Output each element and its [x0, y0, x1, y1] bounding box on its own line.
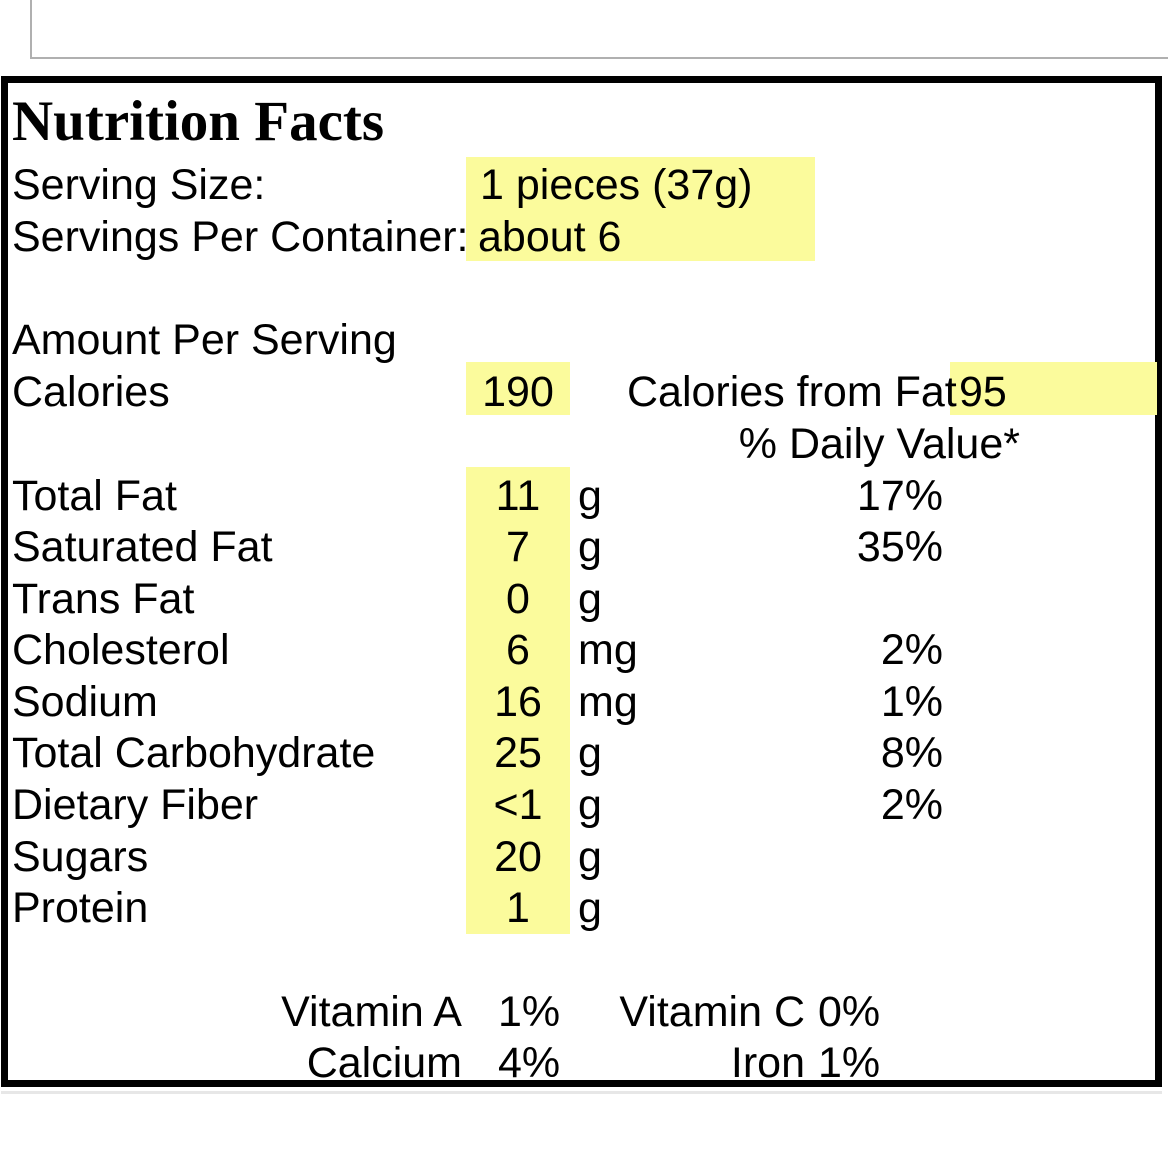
- nutrient-daily-value: 2%: [880, 781, 943, 829]
- nutrient-daily-value: 2%: [880, 626, 943, 674]
- calcium-label: Calcium: [306, 1039, 462, 1087]
- servings-per-container-value[interactable]: about 6: [478, 213, 622, 261]
- amount-per-serving-label: Amount Per Serving: [12, 316, 397, 364]
- nutrient-value[interactable]: 11: [495, 472, 541, 520]
- vitamin-a-value: 1%: [498, 988, 561, 1036]
- nutrient-value[interactable]: 1: [506, 884, 530, 932]
- nutrition-facts-title: Nutrition Facts: [12, 90, 385, 153]
- nutrient-daily-value: 35%: [856, 523, 943, 571]
- nutrient-value[interactable]: <1: [493, 781, 543, 829]
- nutrient-unit: g: [578, 729, 602, 777]
- nutrient-unit: g: [578, 884, 602, 932]
- nutrient-daily-value: 17%: [856, 472, 943, 520]
- nutrient-unit: mg: [578, 678, 638, 726]
- nutrient-row-dietary-fiber: Dietary Fiber <1 g 2%: [0, 779, 1168, 831]
- nutrient-label: Total Carbohydrate: [12, 729, 376, 777]
- daily-value-header: % Daily Value*: [738, 420, 1020, 468]
- iron-value: 1%: [818, 1039, 881, 1087]
- serving-values-highlight-cell[interactable]: [466, 157, 815, 261]
- calories-highlight-cell[interactable]: [466, 362, 570, 415]
- vitamin-a-label: Vitamin A: [281, 988, 462, 1036]
- nutrient-label: Trans Fat: [12, 575, 195, 623]
- micronutrient-row-vitamins: Vitamin A 1% Vitamin C 0%: [0, 986, 1168, 1038]
- calories-from-fat-value[interactable]: 95: [959, 368, 1007, 416]
- nutrient-values-highlight-column[interactable]: [466, 467, 570, 934]
- nutrient-value[interactable]: 20: [494, 833, 542, 881]
- nutrient-value[interactable]: 0: [506, 575, 530, 623]
- nutrient-unit: g: [578, 472, 602, 520]
- nutrient-daily-value: [627, 882, 943, 934]
- nutrient-value[interactable]: 7: [506, 523, 530, 571]
- serving-size-value[interactable]: 1 pieces (37g): [480, 161, 753, 209]
- iron-label: Iron: [730, 1039, 805, 1087]
- serving-size-label: Serving Size:: [12, 161, 266, 209]
- nutrient-row-total-fat: Total Fat 11 g 17%: [0, 470, 1168, 522]
- vitamin-c-value: 0%: [818, 988, 881, 1036]
- nutrient-row-trans-fat: Trans Fat 0 g: [0, 573, 1168, 625]
- nutrient-label: Sugars: [12, 833, 149, 881]
- nutrient-label: Cholesterol: [12, 626, 230, 674]
- servings-per-container-label: Servings Per Container:: [12, 213, 469, 261]
- nutrient-daily-value: 8%: [880, 729, 943, 777]
- nutrient-unit: g: [578, 523, 602, 571]
- top-input-box[interactable]: [30, 0, 1168, 59]
- nutrient-label: Protein: [12, 884, 149, 932]
- nutrient-value[interactable]: 16: [494, 678, 542, 726]
- nutrient-row-sodium: Sodium 16 mg 1%: [0, 676, 1168, 728]
- calories-value[interactable]: 190: [482, 368, 554, 416]
- calories-from-fat-highlight-cell[interactable]: [950, 362, 1157, 415]
- vitamin-c-label: Vitamin C: [619, 988, 805, 1036]
- nutrient-row-saturated-fat: Saturated Fat 7 g 35%: [0, 521, 1168, 573]
- nutrient-unit: g: [578, 575, 602, 623]
- nutrient-row-protein: Protein 1 g: [0, 882, 1168, 934]
- nutrient-label: Dietary Fiber: [12, 781, 259, 829]
- nutrient-unit: mg: [578, 626, 638, 674]
- nutrient-row-cholesterol: Cholesterol 6 mg 2%: [0, 624, 1168, 676]
- nutrient-label: Sodium: [12, 678, 158, 726]
- micronutrient-row-minerals: Calcium 4% Iron 1%: [0, 1037, 1168, 1089]
- nutrient-daily-value: [627, 573, 943, 625]
- nutrient-row-sugars: Sugars 20 g: [0, 831, 1168, 883]
- calcium-value: 4%: [498, 1039, 561, 1087]
- nutrient-daily-value: 1%: [880, 678, 943, 726]
- nutrient-unit: g: [578, 781, 602, 829]
- nutrient-value[interactable]: 25: [494, 729, 542, 777]
- nutrient-label: Saturated Fat: [12, 523, 273, 571]
- nutrient-label: Total Fat: [12, 472, 177, 520]
- nutrient-daily-value: [627, 831, 943, 883]
- nutrient-value[interactable]: 6: [506, 626, 530, 674]
- nutrient-unit: g: [578, 833, 602, 881]
- calories-from-fat-label: Calories from Fat: [627, 368, 957, 416]
- calories-label: Calories: [12, 368, 170, 416]
- nutrient-row-total-carbohydrate: Total Carbohydrate 25 g 8%: [0, 727, 1168, 779]
- label-shadow-line: [1, 1091, 1162, 1094]
